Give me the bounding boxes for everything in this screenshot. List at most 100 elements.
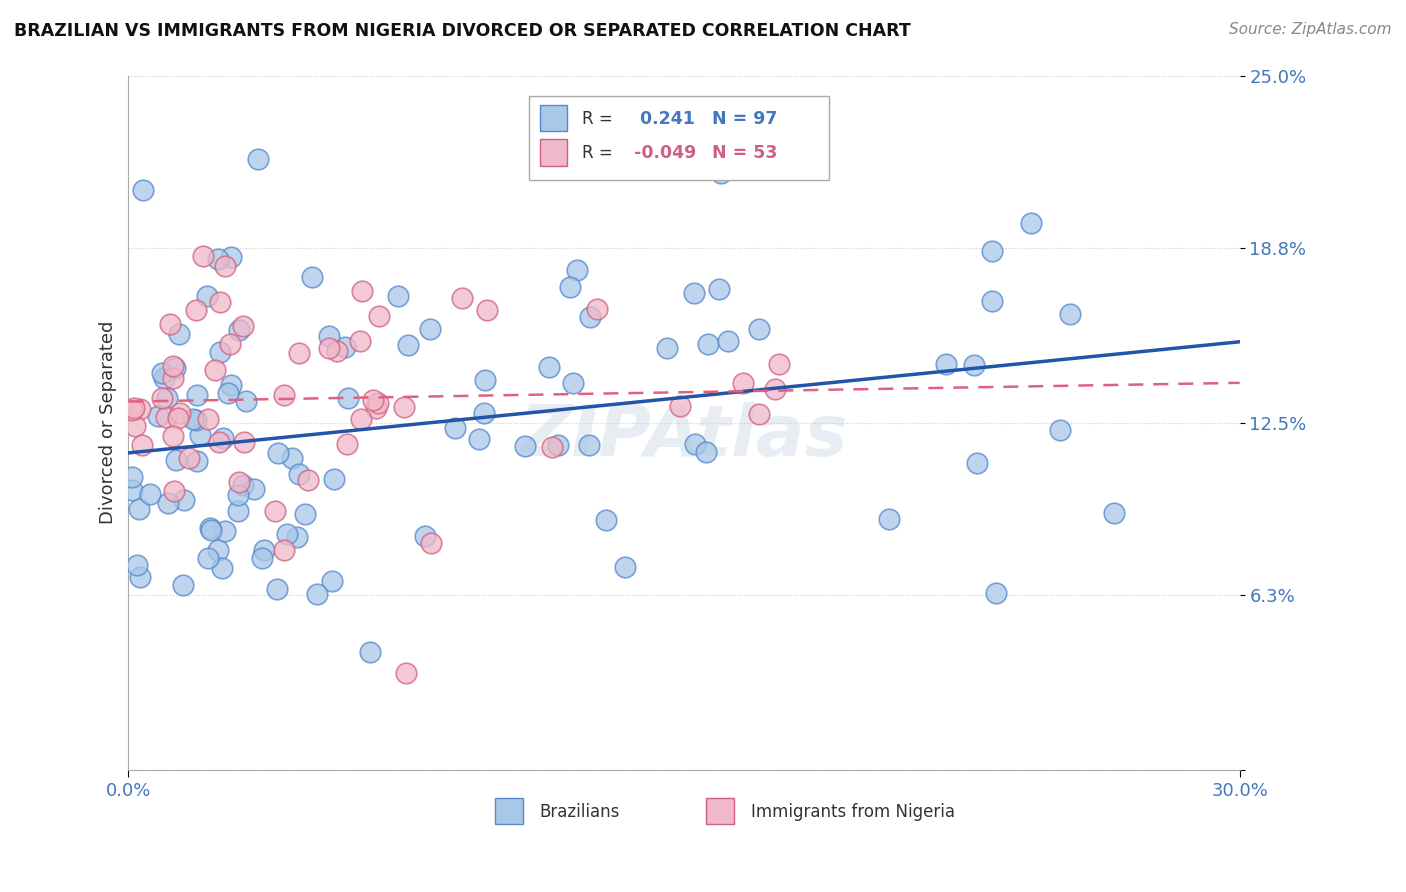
Point xyxy=(226,488,249,502)
Point xyxy=(208,434,231,449)
Point xyxy=(128,570,150,584)
Point xyxy=(963,358,986,372)
FancyBboxPatch shape xyxy=(706,797,734,824)
Point xyxy=(318,341,340,355)
Point xyxy=(233,435,256,450)
Point xyxy=(578,437,600,451)
Point xyxy=(368,309,391,323)
Point xyxy=(124,419,146,434)
Point xyxy=(253,543,276,558)
Point xyxy=(294,507,316,521)
Point xyxy=(266,582,288,597)
Point xyxy=(697,337,720,351)
Point xyxy=(352,284,374,298)
Text: -0.049: -0.049 xyxy=(634,145,696,162)
Point xyxy=(121,470,143,484)
Point xyxy=(204,363,226,377)
Point xyxy=(396,338,419,352)
Point xyxy=(179,450,201,465)
Point xyxy=(157,496,180,510)
Point xyxy=(748,407,770,421)
Point xyxy=(540,441,562,455)
Point xyxy=(359,645,381,659)
Point xyxy=(474,374,496,388)
Point xyxy=(162,359,184,373)
Point xyxy=(323,472,346,486)
Point xyxy=(131,438,153,452)
FancyBboxPatch shape xyxy=(540,104,568,131)
Point xyxy=(707,281,730,295)
Point xyxy=(121,402,143,417)
Text: Brazilians: Brazilians xyxy=(540,803,620,821)
Text: Immigrants from Nigeria: Immigrants from Nigeria xyxy=(751,803,955,821)
Point xyxy=(669,399,692,413)
Point xyxy=(419,321,441,335)
Point xyxy=(214,524,236,538)
Point xyxy=(1059,307,1081,321)
FancyBboxPatch shape xyxy=(495,797,523,824)
Point xyxy=(984,586,1007,600)
Point xyxy=(966,456,988,470)
Point xyxy=(655,341,678,355)
Point xyxy=(186,388,208,402)
Point xyxy=(695,445,717,459)
Point xyxy=(243,483,266,497)
Point xyxy=(132,183,155,197)
Point xyxy=(366,401,388,416)
Point xyxy=(475,303,498,318)
Point xyxy=(124,401,146,415)
Point xyxy=(468,432,491,446)
Point xyxy=(207,543,229,558)
Point xyxy=(716,334,738,348)
Point xyxy=(217,386,239,401)
Text: BRAZILIAN VS IMMIGRANTS FROM NIGERIA DIVORCED OR SEPARATED CORRELATION CHART: BRAZILIAN VS IMMIGRANTS FROM NIGERIA DIV… xyxy=(14,22,911,40)
Point xyxy=(335,437,357,451)
Point xyxy=(266,446,288,460)
Point xyxy=(212,431,235,445)
Point xyxy=(935,357,957,371)
Point xyxy=(273,388,295,402)
Point xyxy=(415,528,437,542)
Point xyxy=(326,343,349,358)
Point xyxy=(561,376,583,390)
Point xyxy=(186,302,208,317)
Point xyxy=(337,392,360,406)
Point xyxy=(981,244,1004,258)
Point xyxy=(219,377,242,392)
Point xyxy=(614,560,637,574)
Point xyxy=(228,475,250,490)
Point xyxy=(350,411,373,425)
Point xyxy=(221,250,243,264)
Point xyxy=(208,344,231,359)
Point xyxy=(763,382,786,396)
Point xyxy=(188,428,211,442)
Point xyxy=(197,288,219,302)
Point xyxy=(335,340,357,354)
Point xyxy=(287,467,309,481)
Point xyxy=(163,484,186,499)
Point xyxy=(420,536,443,550)
Point xyxy=(165,452,187,467)
Point xyxy=(156,391,179,405)
Point xyxy=(172,578,194,592)
Point xyxy=(209,295,232,310)
Text: ZIPAtlas: ZIPAtlas xyxy=(520,402,848,471)
Point xyxy=(200,524,222,538)
Point xyxy=(169,406,191,420)
Point xyxy=(226,504,249,518)
Text: R =: R = xyxy=(582,110,613,128)
Point xyxy=(768,358,790,372)
Point xyxy=(121,483,143,498)
Point xyxy=(250,550,273,565)
Point xyxy=(207,252,229,266)
Point xyxy=(558,280,581,294)
Point xyxy=(1019,216,1042,230)
Point xyxy=(301,270,323,285)
Point xyxy=(361,392,384,407)
Point xyxy=(595,512,617,526)
Point xyxy=(125,558,148,573)
Point xyxy=(733,376,755,391)
Point xyxy=(392,400,415,414)
Point xyxy=(1049,423,1071,437)
Point xyxy=(288,346,311,360)
